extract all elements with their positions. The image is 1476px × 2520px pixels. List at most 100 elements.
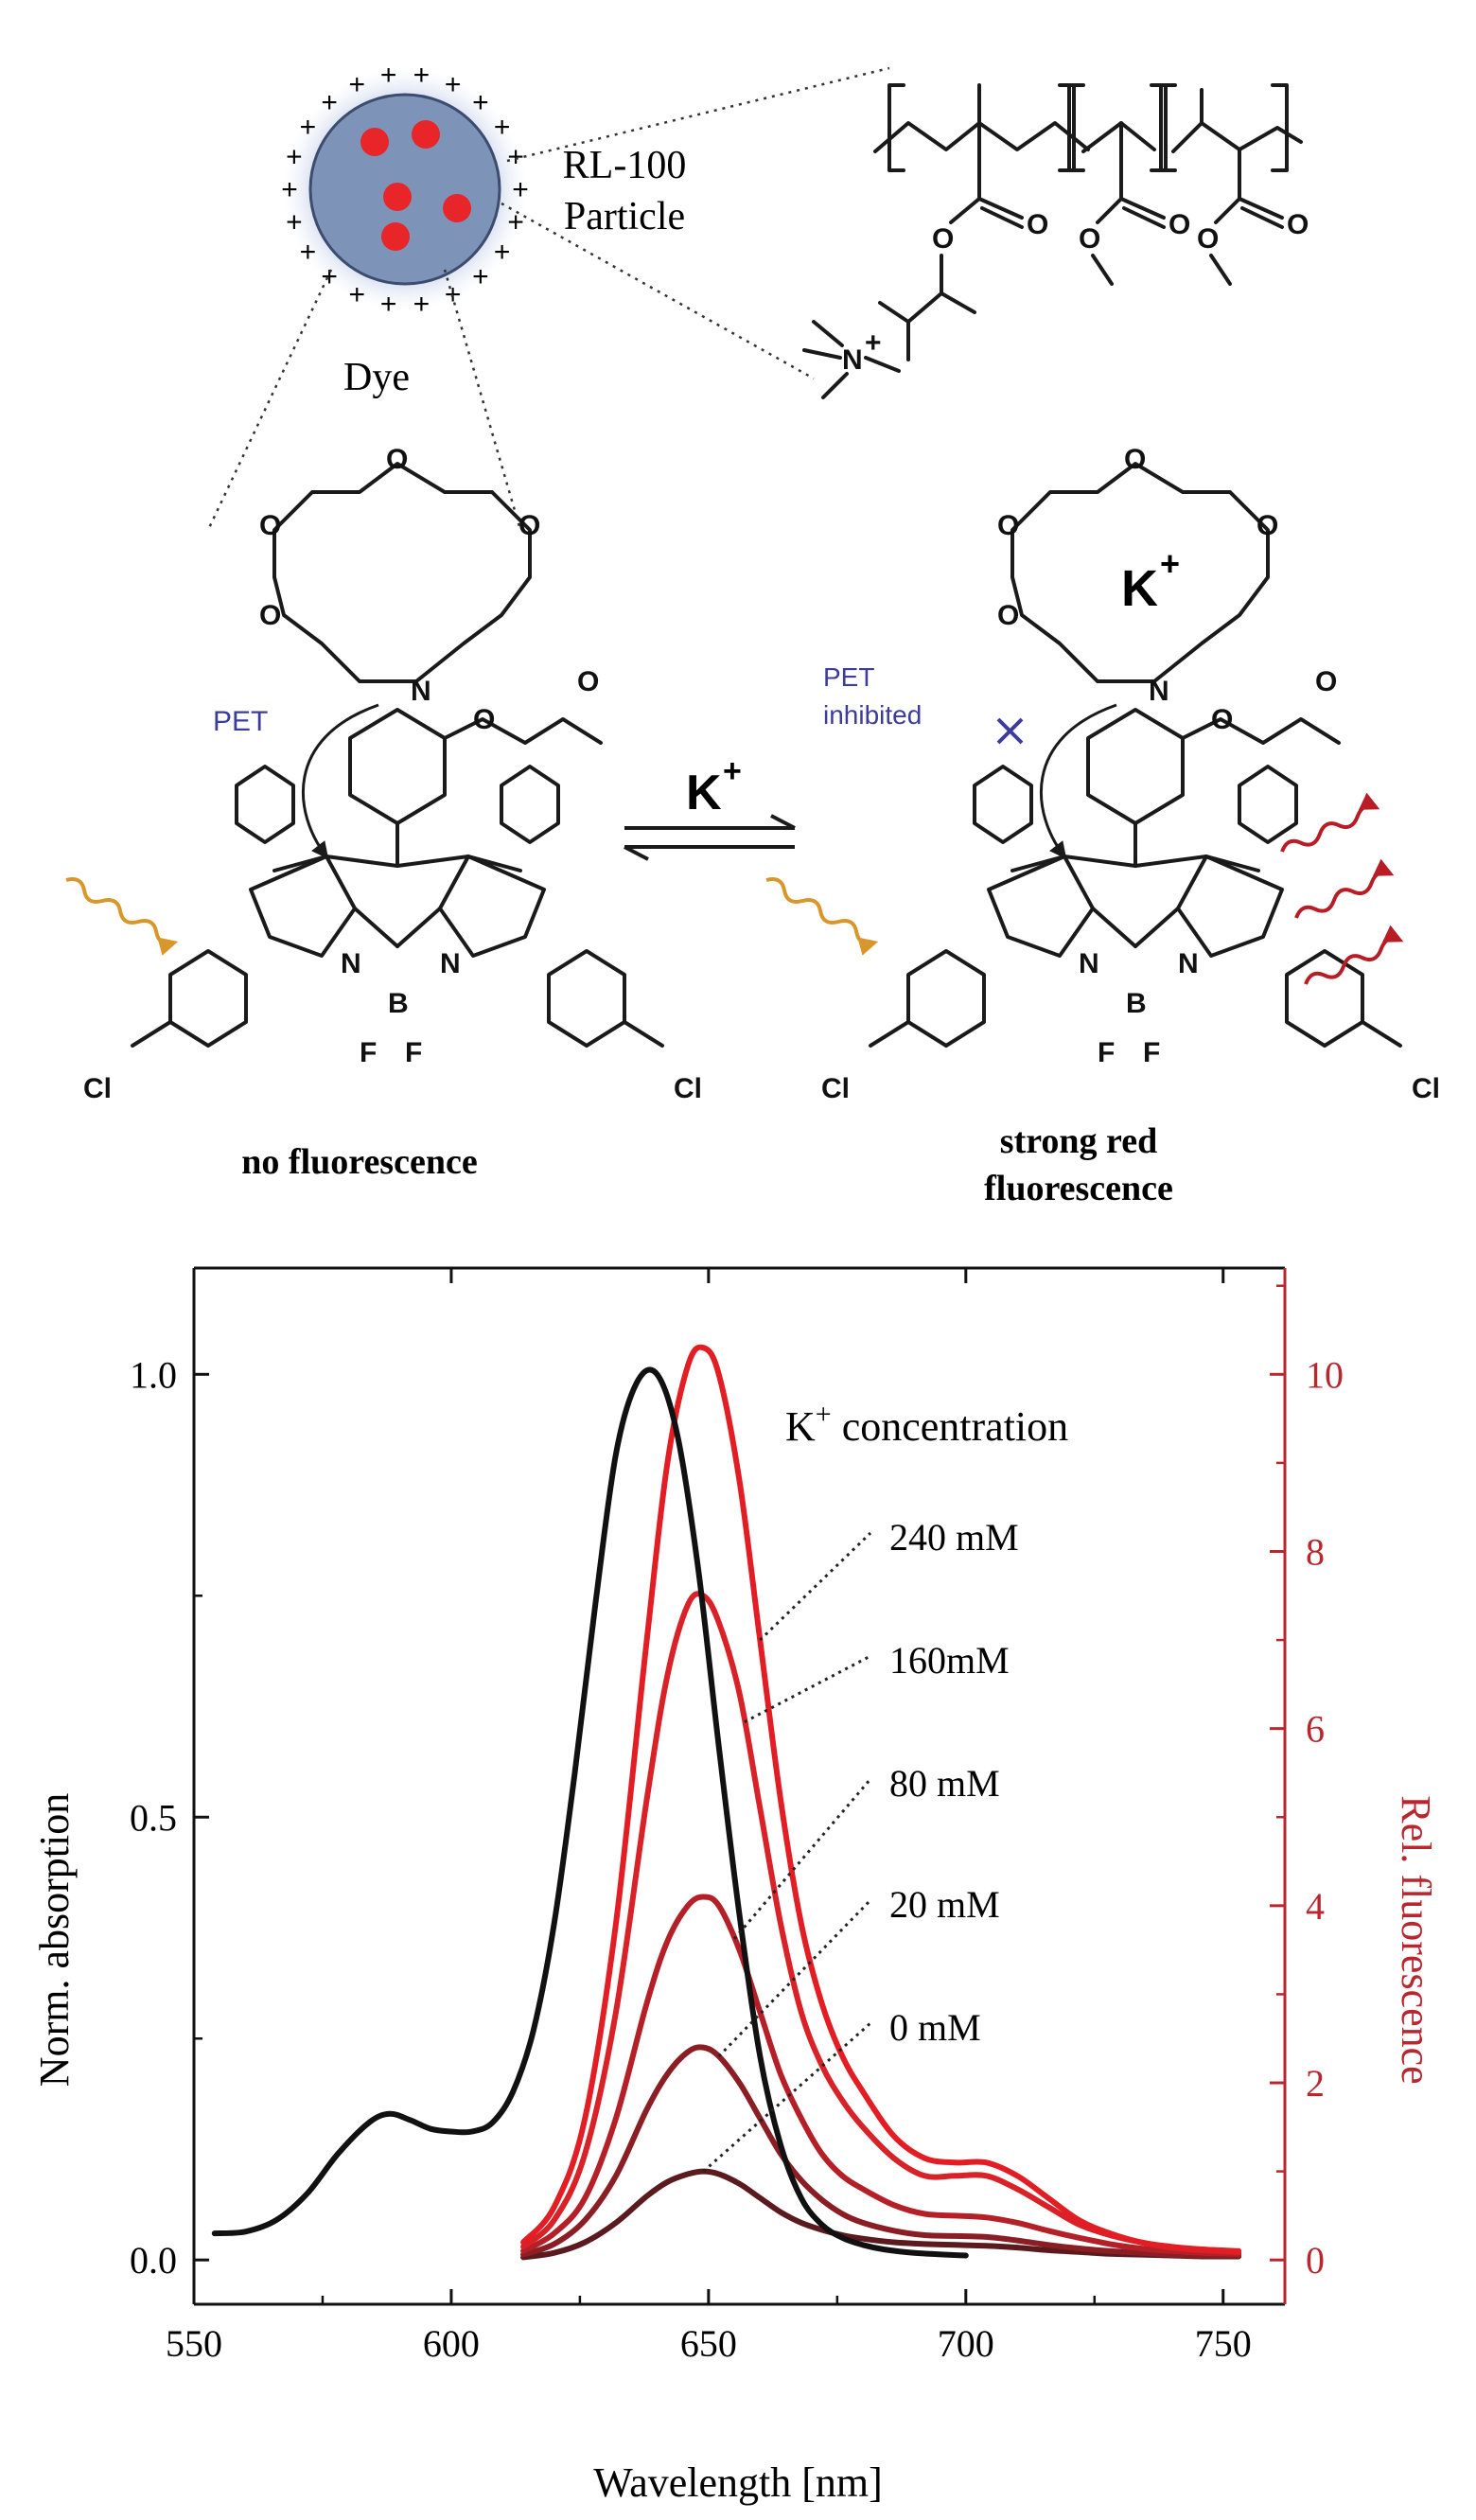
charge-plus: + bbox=[445, 69, 462, 100]
left-tick-label: 1.0 bbox=[130, 1353, 177, 1396]
charge-plus: + bbox=[300, 112, 317, 143]
x-tick-label: 700 bbox=[938, 2322, 994, 2365]
boron: B bbox=[1126, 988, 1147, 1019]
svg-text:K+ concentration: K+ concentration bbox=[785, 1399, 1068, 1450]
series-240-mm bbox=[520, 1344, 1242, 2254]
charge-plus: + bbox=[349, 279, 366, 310]
plot-frame bbox=[192, 1266, 1287, 2306]
surface-charges: ++++++++++++++++ + + ++++ bbox=[281, 60, 529, 320]
charge-plus: + bbox=[349, 69, 366, 100]
annotation-leader bbox=[744, 1654, 871, 1723]
left-axis-label: Norm. absorption bbox=[31, 1793, 78, 2087]
bound-ion-charge: + bbox=[1160, 544, 1180, 583]
crown-O: O bbox=[997, 510, 1019, 541]
charge-plus: + bbox=[494, 112, 511, 143]
charge-plus: + bbox=[286, 206, 303, 238]
chlorine: Cl bbox=[674, 1073, 702, 1104]
series-absorption bbox=[211, 1366, 969, 2259]
right-axis-ticks: 0 2 4 6 8 10 bbox=[1270, 1284, 1344, 2282]
chlorine: Cl bbox=[1412, 1073, 1440, 1104]
arrow-ion-charge: + bbox=[723, 753, 742, 789]
chlorine: Cl bbox=[821, 1073, 850, 1104]
ether-O: O bbox=[473, 704, 495, 735]
annotation-leader bbox=[717, 1898, 872, 2057]
annotation-label: 80 mM bbox=[889, 1762, 1000, 1805]
legend-ion-charge: + bbox=[816, 1399, 832, 1430]
legend-text: concentration bbox=[832, 1403, 1068, 1450]
bodipy-N: N bbox=[440, 948, 461, 979]
series-80-mm bbox=[520, 1894, 1242, 2257]
fluorine: F bbox=[1143, 1037, 1160, 1068]
equilibrium-arrow: K + bbox=[624, 753, 796, 861]
ether-O: O bbox=[577, 666, 599, 697]
charge-plus: + bbox=[286, 142, 303, 173]
particle-label: RL-100 bbox=[563, 144, 687, 187]
x-tick-label: 750 bbox=[1195, 2322, 1252, 2365]
sensing-scheme: ++++++++++++++++ + + ++++ RL-100 Particle D… bbox=[65, 60, 1440, 1208]
right-tick-label: 4 bbox=[1306, 1885, 1325, 1928]
atom-O: O bbox=[1197, 223, 1219, 255]
legend-ion: K bbox=[785, 1403, 816, 1450]
crown-O: O bbox=[518, 510, 540, 541]
charge-plus: + bbox=[413, 60, 430, 91]
crown-N: N bbox=[411, 676, 431, 707]
x-tick-label: 550 bbox=[166, 2322, 222, 2365]
polymer-structure: O O N + O O O O bbox=[802, 83, 1309, 399]
legend-title: K+ concentration bbox=[785, 1399, 1068, 1450]
dye-dots bbox=[360, 120, 471, 251]
x-axis-label: Wavelength [nm] bbox=[593, 2459, 883, 2506]
series-160mm bbox=[520, 1591, 1242, 2255]
spectra-chart: 550 600 650 700 750 0.0 0.5 1.0 0 2 4 6 8 10 240 mM… bbox=[31, 1266, 1439, 2506]
fluorine: F bbox=[360, 1037, 377, 1068]
excitation-arrow bbox=[65, 877, 179, 956]
particle-label-2: Particle bbox=[564, 195, 685, 238]
fluorine: F bbox=[405, 1037, 422, 1068]
emission-arrows bbox=[1280, 792, 1404, 985]
dye-molecule-free: O O O O N O O N N B F F Cl Cl PET bbox=[65, 444, 702, 1104]
x-axis-ticks: 550 600 650 700 750 bbox=[166, 1268, 1252, 2365]
x-tick-label: 600 bbox=[423, 2322, 480, 2365]
charge-plus: + bbox=[380, 60, 397, 91]
pet-inhibited-label: PET bbox=[823, 662, 874, 692]
left-axis-ticks: 0.0 0.5 1.0 bbox=[130, 1353, 209, 2282]
crown-N: N bbox=[1149, 676, 1169, 707]
zoom-lines bbox=[206, 66, 890, 531]
right-tick-label: 8 bbox=[1306, 1530, 1325, 1573]
right-tick-label: 0 bbox=[1306, 2239, 1325, 2282]
dye-label: Dye bbox=[343, 356, 410, 399]
charge-plus: + bbox=[472, 261, 489, 292]
ether-O: O bbox=[1315, 666, 1337, 697]
right-tick-label: 10 bbox=[1306, 1353, 1344, 1396]
chlorine: Cl bbox=[83, 1073, 112, 1104]
ammonium-N: N bbox=[842, 344, 863, 376]
boron: B bbox=[388, 988, 409, 1019]
charge-plus: + bbox=[472, 87, 489, 118]
charge-plus: + bbox=[281, 174, 298, 205]
charge-plus: + bbox=[380, 289, 397, 320]
series-20-mm bbox=[520, 2044, 1242, 2259]
annotation-leader bbox=[759, 1531, 872, 1642]
right-tick-label: 2 bbox=[1306, 2062, 1325, 2105]
charge-plus: + bbox=[512, 174, 529, 205]
annotation-label: 160mM bbox=[889, 1639, 1010, 1682]
excitation-arrow bbox=[765, 877, 879, 956]
atom-O: O bbox=[932, 223, 954, 255]
charge-plus: + bbox=[300, 237, 317, 268]
dye-molecule-complexed: O O O O N K + O O N N B F F Cl Cl PET in… bbox=[765, 444, 1440, 1104]
fluorine: F bbox=[1098, 1037, 1115, 1068]
atom-O: O bbox=[1168, 209, 1190, 240]
caption-fluorescence: fluorescence bbox=[984, 1169, 1173, 1208]
annotation-leader bbox=[732, 1778, 872, 1940]
crown-O: O bbox=[259, 510, 281, 541]
series-lines bbox=[211, 1344, 1242, 2261]
crown-O: O bbox=[1124, 444, 1146, 475]
x-tick-label: 650 bbox=[680, 2322, 737, 2365]
bodipy-N: N bbox=[341, 948, 361, 979]
left-tick-label: 0.5 bbox=[130, 1796, 177, 1839]
atom-O: O bbox=[1287, 209, 1309, 240]
charge-plus: + bbox=[321, 87, 338, 118]
annotation-label: 20 mM bbox=[889, 1883, 1000, 1926]
bodipy-N: N bbox=[1079, 948, 1099, 979]
pet-label: PET bbox=[213, 706, 268, 737]
pet-inhibited-label-2: inhibited bbox=[823, 700, 922, 730]
